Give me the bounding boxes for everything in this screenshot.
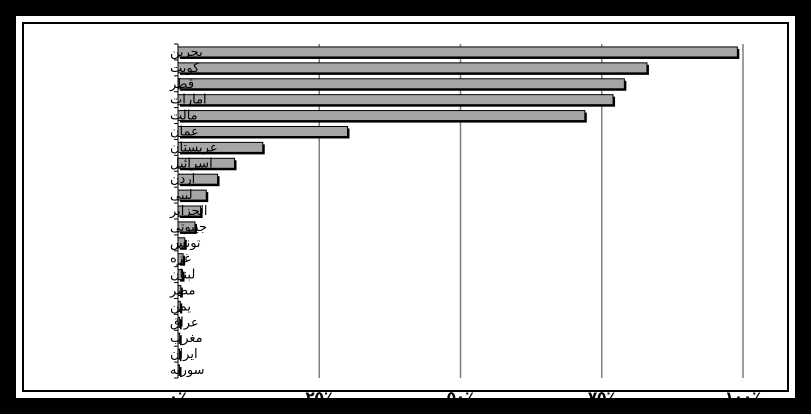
category-label: عمان <box>170 124 199 139</box>
x-tick-label: ۱۰۰٪ <box>725 388 762 406</box>
bar-shadow <box>180 303 183 314</box>
category-label: مغرب <box>170 331 203 346</box>
bar <box>177 205 202 217</box>
category-label: جيبوتى <box>170 220 207 235</box>
bar <box>177 285 182 297</box>
bar <box>177 332 181 344</box>
bar <box>177 237 186 249</box>
category-label: يمن <box>170 299 191 314</box>
category-label: كويت <box>170 61 200 76</box>
bar-shadow <box>180 335 182 346</box>
category-label: غزه <box>170 252 191 267</box>
category-label: بحرين <box>170 45 203 60</box>
category-label: ايران <box>170 347 198 362</box>
bar <box>177 316 181 328</box>
bar <box>177 125 348 137</box>
category-label: اردن <box>170 172 195 187</box>
bar-shadow <box>180 351 182 362</box>
x-tick-label: ۷۵٪ <box>588 388 615 406</box>
category-label: امارات <box>170 93 207 108</box>
bar <box>177 141 264 153</box>
bar <box>177 94 614 106</box>
bar <box>177 46 738 58</box>
category-label: مصر <box>169 284 195 299</box>
bar <box>177 269 184 281</box>
category-label: اسرائيل <box>170 156 213 171</box>
category-label: عراق <box>170 315 199 330</box>
category-label: الجزاير <box>169 204 208 219</box>
category-label: سوريه <box>170 363 204 378</box>
x-tick-label: ۲۵٪ <box>306 388 333 406</box>
x-tick-label: ۰٪ <box>169 388 187 406</box>
category-labels: بحرينكويتقطراماراتمالتعمانعربستاناسرائيل… <box>169 45 218 378</box>
bars-layer <box>177 46 740 378</box>
bar <box>177 300 181 312</box>
bar <box>177 62 648 74</box>
bar <box>177 221 196 233</box>
bar-shadow <box>180 367 182 378</box>
category-label: ليبى <box>170 188 193 203</box>
bar-shadow <box>180 319 182 330</box>
bar <box>177 364 180 376</box>
x-tick-label: ۵۰٪ <box>447 388 474 406</box>
grid-layer <box>174 43 744 379</box>
bar <box>177 78 625 90</box>
bar <box>177 253 184 265</box>
x-axis-ticks: ۰٪ ۲۵٪ ۵۰٪ ۷۵٪ ۱۰۰٪ <box>169 388 761 406</box>
category-label: عربستان <box>170 140 218 155</box>
bar <box>177 173 219 185</box>
bar <box>177 157 235 169</box>
category-label: تونس <box>170 236 201 251</box>
category-label: لبنان <box>170 268 195 283</box>
bar <box>177 348 180 360</box>
bar-shadow <box>180 287 183 298</box>
bar <box>177 110 586 122</box>
bar <box>177 189 207 201</box>
category-label: مالت <box>170 109 198 124</box>
category-label: قطر <box>169 77 194 92</box>
